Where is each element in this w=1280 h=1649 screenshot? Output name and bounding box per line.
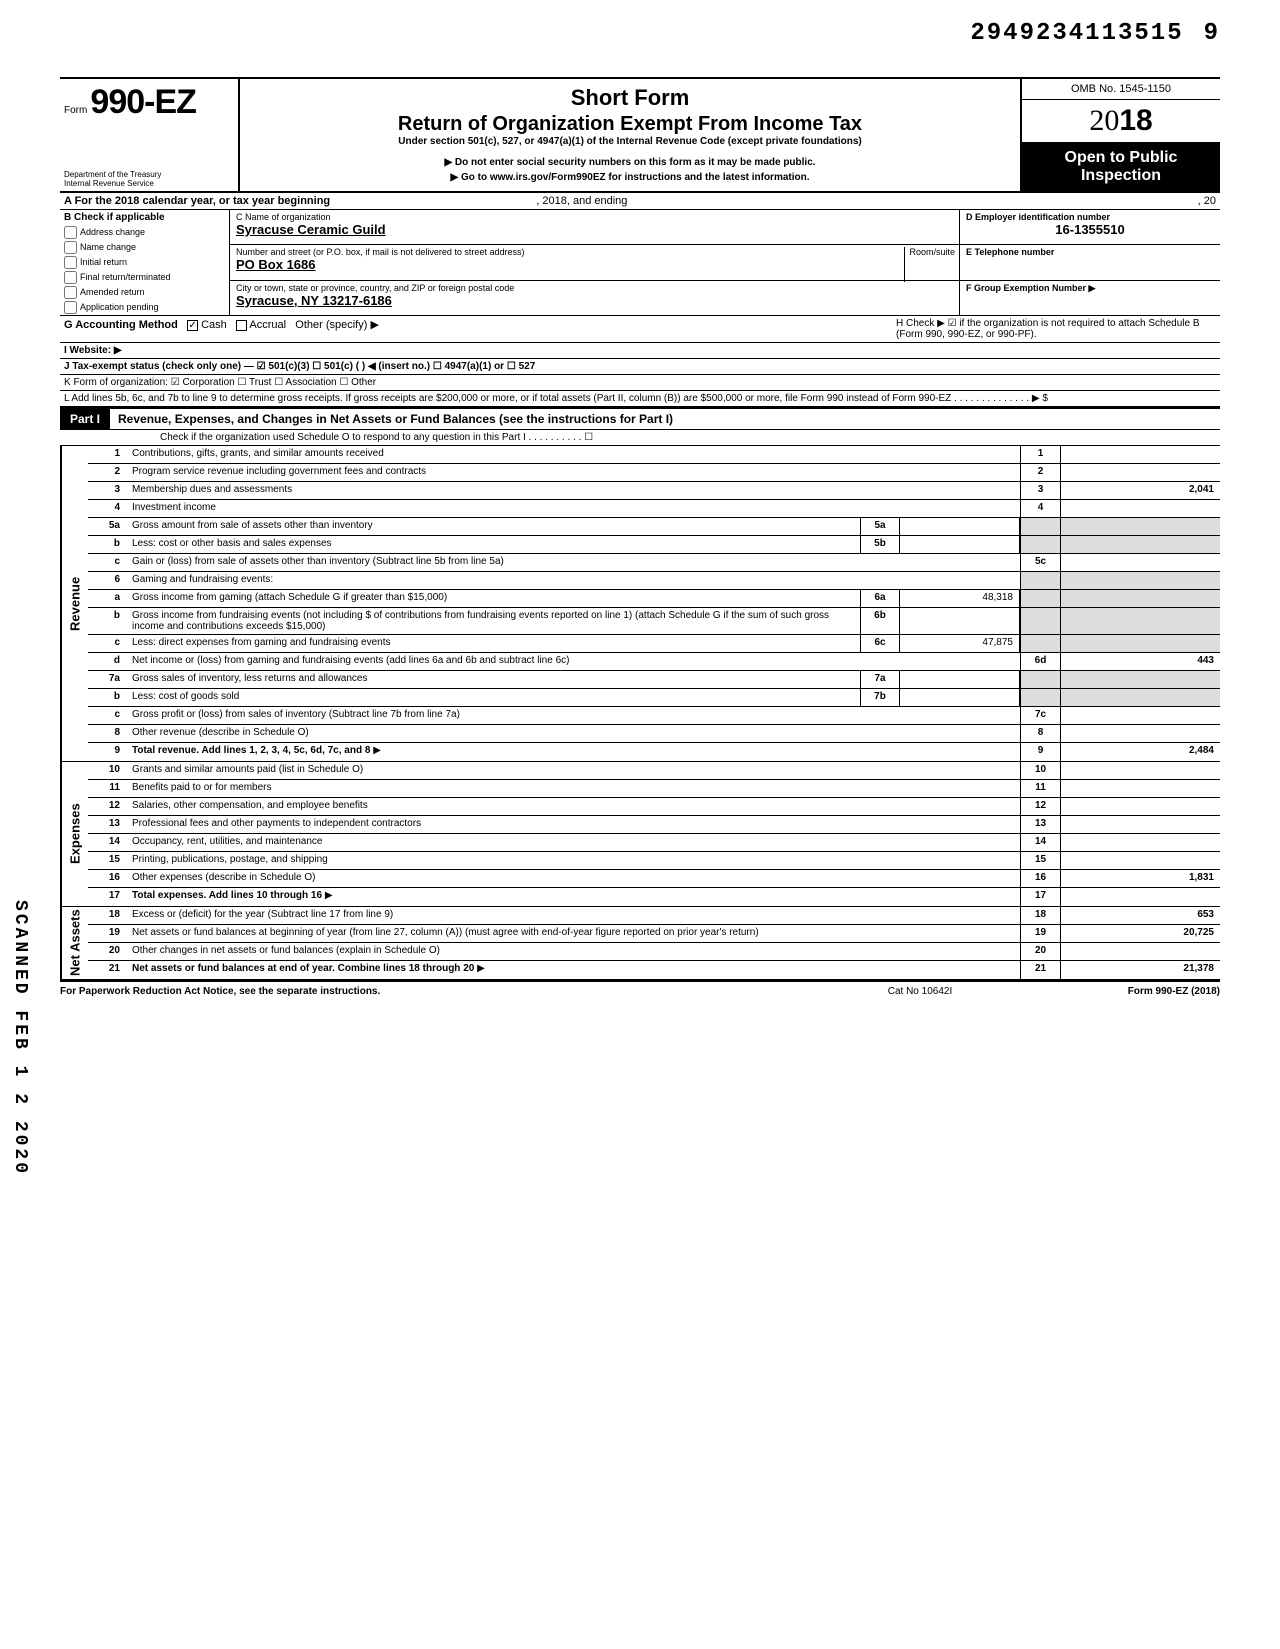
short-form-title: Short Form bbox=[250, 85, 1010, 111]
block-b-to-f: B Check if applicable Address change Nam… bbox=[60, 210, 1220, 316]
expenses-grid: Expenses 10Grants and similar amounts pa… bbox=[60, 762, 1220, 907]
org-name: Syracuse Ceramic Guild bbox=[236, 222, 953, 237]
line-b: bGross income from fundraising events (n… bbox=[88, 608, 1220, 635]
row-j: J Tax-exempt status (check only one) — ☑… bbox=[60, 359, 1220, 375]
line-d: dNet income or (loss) from gaming and fu… bbox=[88, 653, 1220, 671]
netassets-grid: Net Assets 18Excess or (deficit) for the… bbox=[60, 907, 1220, 980]
addr-label: Number and street (or P.O. box, if mail … bbox=[236, 247, 953, 257]
line-a: aGross income from gaming (attach Schedu… bbox=[88, 590, 1220, 608]
chk-final-return[interactable]: Final return/terminated bbox=[60, 270, 229, 285]
netassets-label: Net Assets bbox=[60, 907, 88, 979]
row-h: H Check ▶ ☑ if the organization is not r… bbox=[896, 318, 1216, 340]
scanned-stamp: SCANNED FEB 1 2 2020 bbox=[10, 900, 30, 1176]
line-7a: 7aGross sales of inventory, less returns… bbox=[88, 671, 1220, 689]
dept-label: Department of the Treasury Internal Reve… bbox=[64, 171, 161, 189]
line-20: 20Other changes in net assets or fund ba… bbox=[88, 943, 1220, 961]
paperwork-notice: For Paperwork Reduction Act Notice, see … bbox=[60, 986, 820, 997]
form-header: Form 990-EZ Department of the Treasury I… bbox=[60, 77, 1220, 193]
irs-link: ▶ Go to www.irs.gov/Form990EZ for instru… bbox=[250, 172, 1010, 183]
col-b: B Check if applicable Address change Nam… bbox=[60, 210, 230, 315]
tax-year: 2018 bbox=[1022, 100, 1220, 143]
ein-label: D Employer identification number bbox=[966, 212, 1214, 222]
part1-tag: Part I bbox=[60, 409, 110, 429]
line-10: 10Grants and similar amounts paid (list … bbox=[88, 762, 1220, 780]
phone-label: E Telephone number bbox=[966, 247, 1214, 257]
line-14: 14Occupancy, rent, utilities, and mainte… bbox=[88, 834, 1220, 852]
expenses-label: Expenses bbox=[60, 762, 88, 906]
dln-number: 29492341135159 bbox=[60, 20, 1220, 47]
form-number: 990-EZ bbox=[90, 83, 196, 121]
public-inspection: Open to Public Inspection bbox=[1022, 143, 1220, 191]
room-suite-label: Room/suite bbox=[904, 247, 955, 281]
line-c: cGross profit or (loss) from sales of in… bbox=[88, 707, 1220, 725]
omb-number: OMB No. 1545-1150 bbox=[1022, 79, 1220, 100]
org-name-label: C Name of organization bbox=[236, 212, 953, 222]
chk-name-change[interactable]: Name change bbox=[60, 240, 229, 255]
part1-header: Part I Revenue, Expenses, and Changes in… bbox=[60, 407, 1220, 430]
line-c: cLess: direct expenses from gaming and f… bbox=[88, 635, 1220, 653]
line-5a: 5aGross amount from sale of assets other… bbox=[88, 518, 1220, 536]
form-label: Form bbox=[64, 105, 87, 116]
ein: 16-1355510 bbox=[966, 222, 1214, 237]
col-def: D Employer identification number 16-1355… bbox=[960, 210, 1220, 315]
chk-amended[interactable]: Amended return bbox=[60, 285, 229, 300]
page-footer: For Paperwork Reduction Act Notice, see … bbox=[60, 980, 1220, 1001]
line-b: bLess: cost of goods sold7b bbox=[88, 689, 1220, 707]
line-8: 8Other revenue (describe in Schedule O)8 bbox=[88, 725, 1220, 743]
row-g: G Accounting Method Cash Accrual Other (… bbox=[60, 316, 1220, 343]
revenue-label: Revenue bbox=[60, 446, 88, 761]
chk-cash[interactable] bbox=[187, 320, 198, 331]
line-4: 4Investment income4 bbox=[88, 500, 1220, 518]
ssn-note: ▶ Do not enter social security numbers o… bbox=[250, 157, 1010, 168]
line-17: 17Total expenses. Add lines 10 through 1… bbox=[88, 888, 1220, 906]
main-title: Return of Organization Exempt From Incom… bbox=[250, 113, 1010, 136]
form-footer: Form 990-EZ (2018) bbox=[1020, 986, 1220, 997]
row-k: K Form of organization: ☑ Corporation ☐ … bbox=[60, 375, 1220, 391]
schedule-o-check: Check if the organization used Schedule … bbox=[60, 430, 1220, 446]
line-9: 9Total revenue. Add lines 1, 2, 3, 4, 5c… bbox=[88, 743, 1220, 761]
line-6: 6Gaming and fundraising events: bbox=[88, 572, 1220, 590]
chk-address-change[interactable]: Address change bbox=[60, 225, 229, 240]
line-13: 13Professional fees and other payments t… bbox=[88, 816, 1220, 834]
col-b-header: B Check if applicable bbox=[60, 210, 229, 225]
city-label: City or town, state or province, country… bbox=[236, 283, 953, 293]
line-12: 12Salaries, other compensation, and empl… bbox=[88, 798, 1220, 816]
chk-initial-return[interactable]: Initial return bbox=[60, 255, 229, 270]
group-exempt-label: F Group Exemption Number ▶ bbox=[966, 283, 1214, 294]
line-3: 3Membership dues and assessments32,041 bbox=[88, 482, 1220, 500]
line-1: 1Contributions, gifts, grants, and simil… bbox=[88, 446, 1220, 464]
row-a: A For the 2018 calendar year, or tax yea… bbox=[60, 193, 1220, 210]
line-b: bLess: cost or other basis and sales exp… bbox=[88, 536, 1220, 554]
line-21: 21Net assets or fund balances at end of … bbox=[88, 961, 1220, 979]
addr: PO Box 1686 bbox=[236, 257, 953, 272]
line-18: 18Excess or (deficit) for the year (Subt… bbox=[88, 907, 1220, 925]
line-11: 11Benefits paid to or for members11 bbox=[88, 780, 1220, 798]
chk-accrual[interactable] bbox=[236, 320, 247, 331]
line-19: 19Net assets or fund balances at beginni… bbox=[88, 925, 1220, 943]
row-i: I Website: ▶ bbox=[60, 343, 1220, 359]
line-2: 2Program service revenue including gover… bbox=[88, 464, 1220, 482]
line-16: 16Other expenses (describe in Schedule O… bbox=[88, 870, 1220, 888]
row-l: L Add lines 5b, 6c, and 7b to line 9 to … bbox=[60, 391, 1220, 407]
subtitle: Under section 501(c), 527, or 4947(a)(1)… bbox=[250, 136, 1010, 147]
city: Syracuse, NY 13217-6186 bbox=[236, 293, 953, 308]
revenue-grid: Revenue 1Contributions, gifts, grants, a… bbox=[60, 446, 1220, 762]
cat-no: Cat No 10642I bbox=[820, 986, 1020, 997]
line-c: cGain or (loss) from sale of assets othe… bbox=[88, 554, 1220, 572]
chk-pending[interactable]: Application pending bbox=[60, 300, 229, 315]
col-c: C Name of organization Syracuse Ceramic … bbox=[230, 210, 960, 315]
line-15: 15Printing, publications, postage, and s… bbox=[88, 852, 1220, 870]
part1-title: Revenue, Expenses, and Changes in Net As… bbox=[110, 412, 673, 426]
